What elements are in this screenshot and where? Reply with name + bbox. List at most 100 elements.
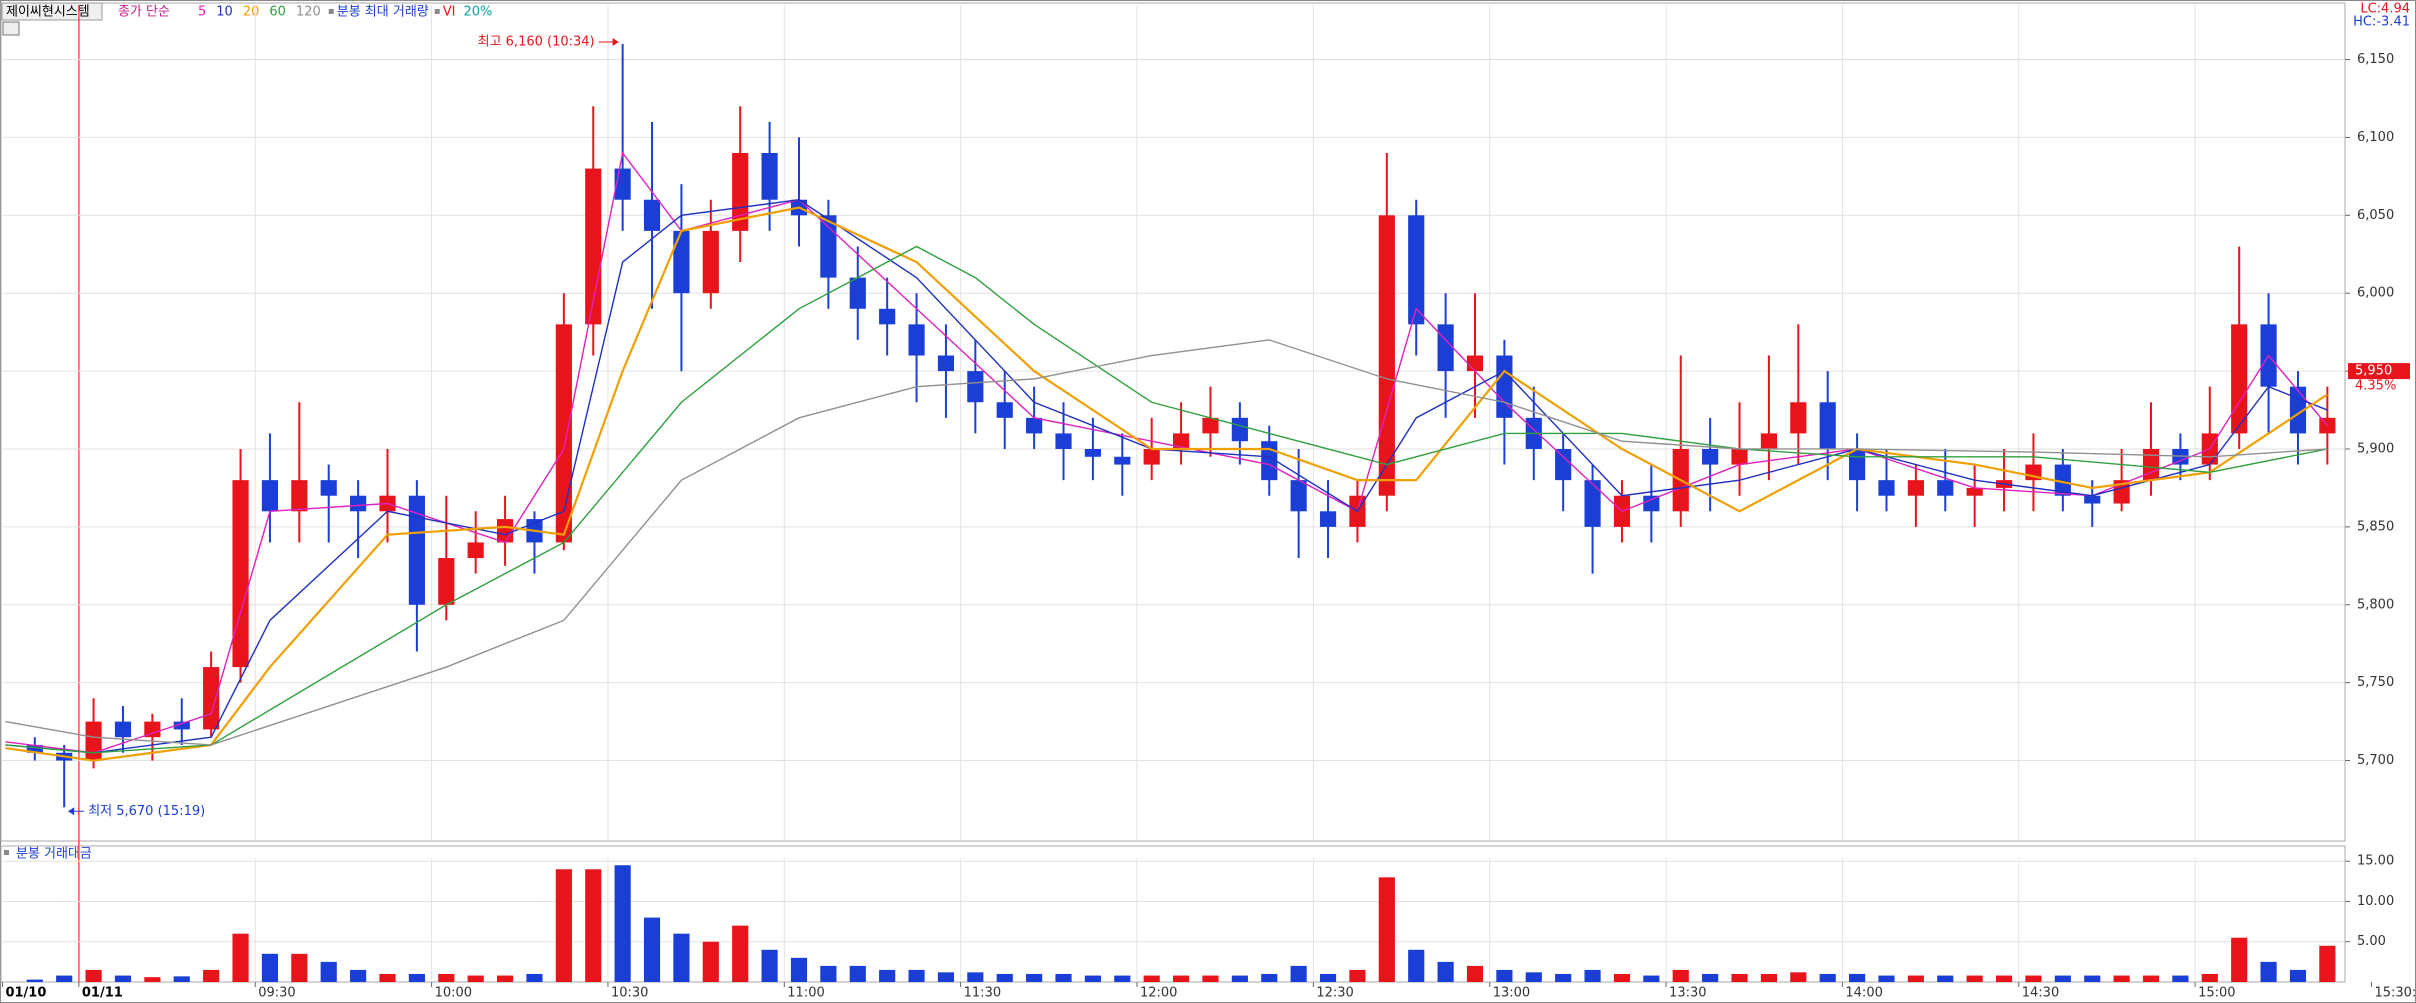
candle-body [1231,417,1248,442]
candle-body [291,480,308,512]
arrow-head [612,37,619,46]
volume-bar [585,869,602,982]
volume-tick-label: 5.00 [2357,934,2386,949]
volume-bar [1378,877,1395,982]
candle-body [144,721,161,738]
candle-body [643,199,661,231]
volume-bar [1496,969,1513,982]
candle-body [1378,215,1395,496]
candle-body [1643,495,1660,512]
ma-line [5,245,2328,754]
volume-bar [1555,973,1572,982]
x-tick-label: 14:00 [1845,986,1882,1001]
candle-body [496,519,514,543]
volume-bar [1584,969,1601,982]
volume-tick-label: 10.00 [2357,894,2394,909]
indicator-label: 종가 단순 [118,5,170,20]
volume-bar [1878,975,1895,982]
candle-body [1819,402,1836,449]
title-box [1,2,103,21]
legend: 제이씨현시스템 종가 단순 5 10 20 60 120 분봉 최대 거래량 VI 20% [1,2,492,21]
candle-body [1555,448,1572,481]
y-tick-label: 5,700 [2357,753,2394,768]
candle-body [2084,495,2101,504]
candle-body [203,667,220,730]
candle-body [585,168,602,325]
candle-body [1114,456,1131,465]
candle-body [967,371,984,403]
candle-body [261,480,279,512]
panel-button[interactable] [2,21,20,36]
legend-entry: 10 [216,5,233,20]
candle-body [1584,480,1601,527]
x-tick-label: 15:00 [2198,986,2235,1001]
vi-value: 20% [463,5,492,20]
volume-bar [1790,972,1807,982]
volume-bar [85,969,102,982]
volume-bar [614,865,631,982]
annotation-label: 최고 6,160 (10:34) [478,34,595,49]
candle-body [1496,355,1513,418]
volume-bar [2260,961,2277,982]
x-tick-label: 09:30 [258,986,295,1001]
legend-entry: 20 [243,5,260,20]
x-tick-label: 10:00 [435,986,472,1001]
candle-body [849,277,866,309]
candle-body [908,324,925,356]
ma-line [5,206,2328,762]
candle-body [2231,324,2248,434]
volume-bar [1819,973,1836,982]
price-label: 5,950 [2355,364,2392,379]
volume-bar [790,957,808,982]
volume-bar [967,972,984,982]
x-tick-label: 01/10 [5,986,46,1001]
x-tick-label: 15:30:00 [2374,986,2416,1001]
volume-bar [555,869,572,982]
candle-body [1319,511,1337,527]
volume-bar [496,975,514,982]
y-tick-label: 5,900 [2357,441,2394,456]
x-tick-label: 14:30 [2022,986,2059,1001]
volume-bar [1907,975,1924,982]
candle-body [114,721,132,738]
candle-body [1026,417,1043,434]
legend-swatch [4,850,9,855]
y-tick-label: 6,100 [2357,130,2394,145]
legend-swatch [434,9,440,14]
volume-bar [320,961,337,982]
volume-bar [1290,965,1307,982]
volume-bar [2113,975,2130,982]
candle-body [173,721,190,730]
candle-body [2289,386,2307,434]
candle-body [996,402,1013,418]
volume-bar [438,973,455,982]
volume-bar [56,975,73,982]
price-box [2348,363,2410,380]
volume-max-label: 분봉 최대 거래량 [337,5,429,20]
volume-bar [2201,973,2218,982]
x-tick-label: 11:30 [964,986,1001,1001]
candle-body [1849,448,1866,481]
candle-body [1907,480,1924,496]
candle-body [673,230,690,294]
volume-bar [114,975,132,982]
volume-bar [1613,973,1631,982]
volume-bar [1466,965,1484,982]
volume-bar [1731,973,1748,982]
volume-bar [1261,973,1278,982]
price-panel [0,2,2346,842]
annotation-label: 최저 5,670 (15:19) [88,804,205,819]
volume-bar [1702,973,1719,982]
volume-bar [2054,975,2071,982]
candle-body [408,495,425,605]
volume-bar [1349,969,1366,982]
chart-title: 제이씨현시스템 [6,5,90,20]
candle-body [1731,448,1748,465]
lc-label: LC:4.94 [2360,2,2410,17]
legend-entry: 120 [296,5,321,20]
volume-bar [1937,975,1954,982]
volume-bar [144,977,161,982]
volume-bar [350,969,367,982]
ma-line [5,339,2328,746]
